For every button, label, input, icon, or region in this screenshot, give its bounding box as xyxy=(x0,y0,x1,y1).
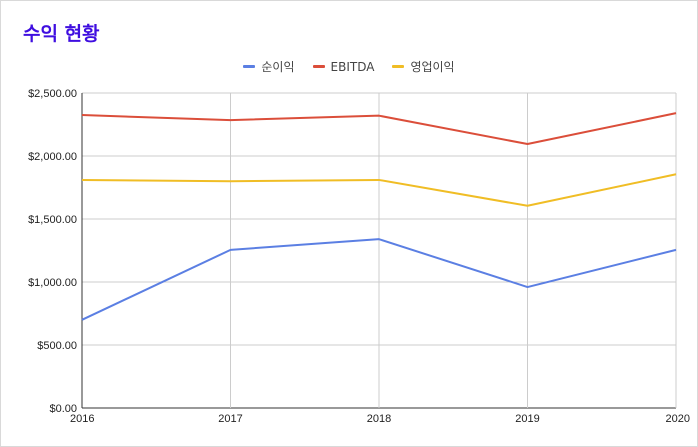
legend-swatch xyxy=(243,65,256,68)
legend-item-operating-income[interactable]: 영업이익 xyxy=(392,58,455,75)
x-tick-label: 2020 xyxy=(666,413,690,425)
legend-label: EBITDA xyxy=(330,59,375,74)
legend-label: 순이익 xyxy=(261,60,295,74)
chart-title: 수익 현황 xyxy=(23,23,100,45)
legend-swatch xyxy=(392,65,405,68)
x-tick-label: 2016 xyxy=(70,413,94,425)
x-tick-label: 2017 xyxy=(218,413,242,425)
y-tick-label: $2,500.00 xyxy=(28,88,77,100)
legend-item-ebitda[interactable]: EBITDA xyxy=(312,58,375,75)
y-tick-label: $500.00 xyxy=(37,340,77,352)
y-tick-label: $2,000.00 xyxy=(28,151,77,163)
y-tick-label: $1,500.00 xyxy=(28,214,77,226)
y-tick-label: $0.00 xyxy=(49,403,77,415)
x-tick-label: 2018 xyxy=(367,413,391,425)
legend-swatch xyxy=(312,65,325,68)
legend-label: 영업이익 xyxy=(410,60,455,74)
chart-legend: 순이익 EBITDA 영업이익 xyxy=(1,58,697,75)
x-tick-label: 2019 xyxy=(515,413,539,425)
legend-item-net-income[interactable]: 순이익 xyxy=(243,58,295,75)
y-tick-label: $1,000.00 xyxy=(28,277,77,289)
